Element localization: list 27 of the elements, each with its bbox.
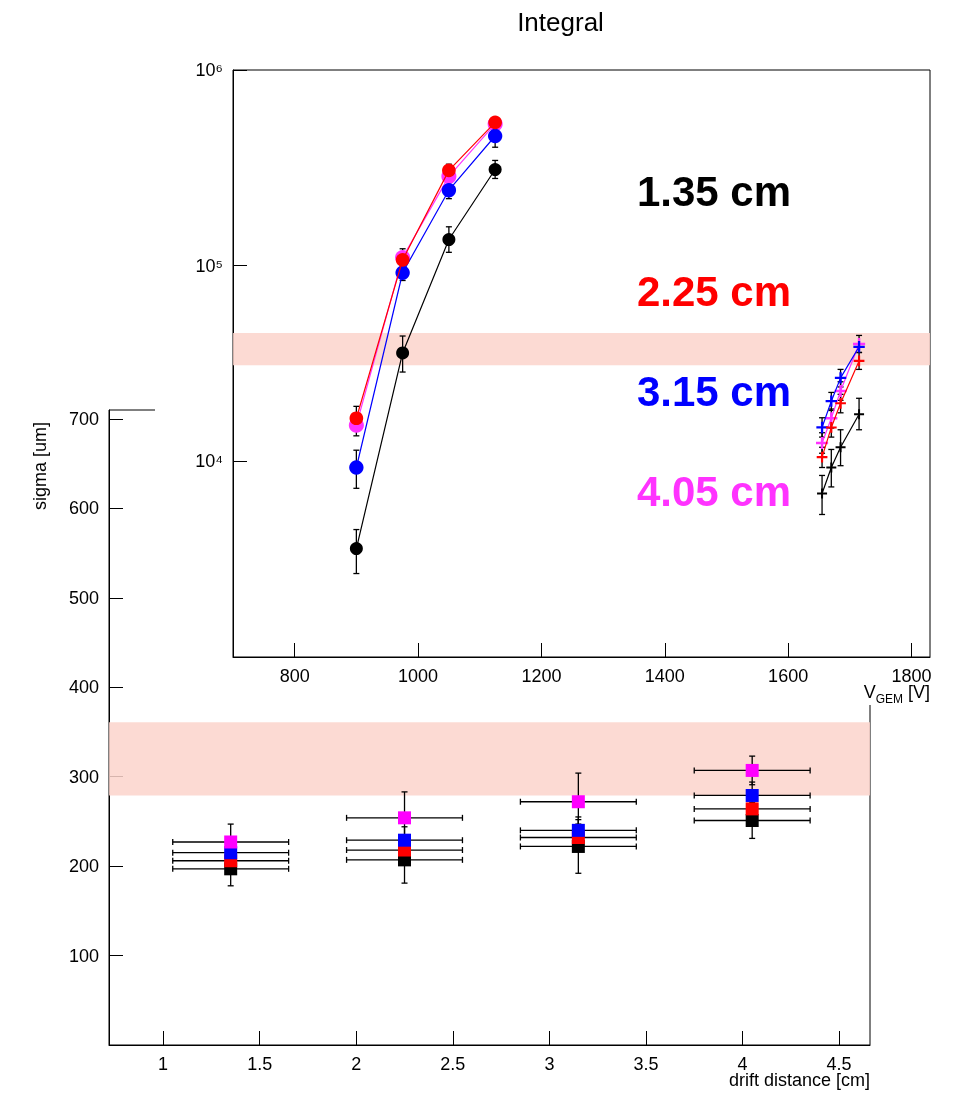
y-tick-label: 700 [68,408,99,429]
y-tick-label: 400 [68,677,99,698]
y-tick-label: 10⁵ [195,255,223,276]
x-tick-label: 1600 [768,666,809,686]
x-tick-label: 1000 [398,666,439,686]
x-tick-label: 3 [544,1054,555,1074]
y-tick-label: 300 [68,766,99,787]
chart-title: Integral [517,7,604,37]
x-tick-label: 800 [279,666,310,686]
y-tick-label: 100 [68,945,99,966]
text: 1.35 cm [636,167,792,215]
x-tick-label: 1 [158,1054,169,1074]
x-tick-label: 1400 [644,666,685,686]
text: 3.15 cm [636,367,792,415]
y-axis-title: sigma [um] [30,422,50,511]
x-tick-label: 1.5 [247,1054,273,1074]
x-tick-label: 2 [351,1054,362,1074]
x-tick-label: 1200 [521,666,562,686]
y-tick-label: 500 [68,587,99,608]
y-tick-label: 10⁴ [195,451,223,472]
text: 4.05 cm [636,467,792,515]
y-tick-label: 200 [68,856,99,877]
y-tick-label: 600 [68,498,99,519]
text: 2.25 cm [636,267,792,315]
x-tick-label: 2.5 [440,1054,466,1074]
y-tick-label: 10⁶ [195,60,223,80]
x-tick-label: 3.5 [633,1054,659,1074]
